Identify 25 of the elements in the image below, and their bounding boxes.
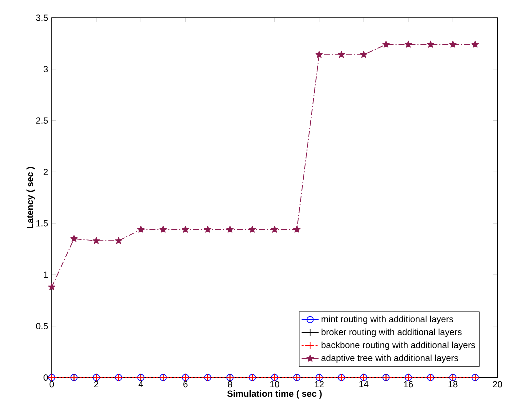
y-tick-label: 0.5 [36,323,48,330]
y-tick-label: 2 [44,169,48,176]
legend-label: adaptive tree with additional layers [322,354,458,364]
y-tick-label: 3.5 [36,14,48,22]
x-tick-label: 16 [404,381,414,388]
x-tick-label: 8 [228,381,232,388]
x-tick-label: 2 [94,381,99,388]
x-axis-title: Simulation time ( sec ) [228,390,322,399]
y-tick-label: 3 [44,66,48,73]
y-tick-label: 1 [44,272,48,278]
legend-label: backbone routing with additional layers [322,342,476,350]
x-tick-label: 0 [50,381,54,388]
y-tick-label: 0 [44,374,48,382]
y-tick-label: 1.5 [36,220,48,227]
x-tick-label: 6 [184,381,188,388]
y-tick-label: 2.5 [36,118,48,124]
x-tick-label: 4 [138,381,144,388]
y-axis-title: Latency ( sec ) [26,167,36,229]
x-tick-label: 10 [270,381,280,388]
x-tick-label: 14 [360,381,369,388]
x-tick-label: 20 [493,381,502,388]
x-tick-label: 18 [448,381,458,388]
legend-label: broker routing with additional layers [322,328,462,338]
x-tick-label: 12 [315,381,324,388]
legend-label: mint routing with additional layers [322,316,454,324]
